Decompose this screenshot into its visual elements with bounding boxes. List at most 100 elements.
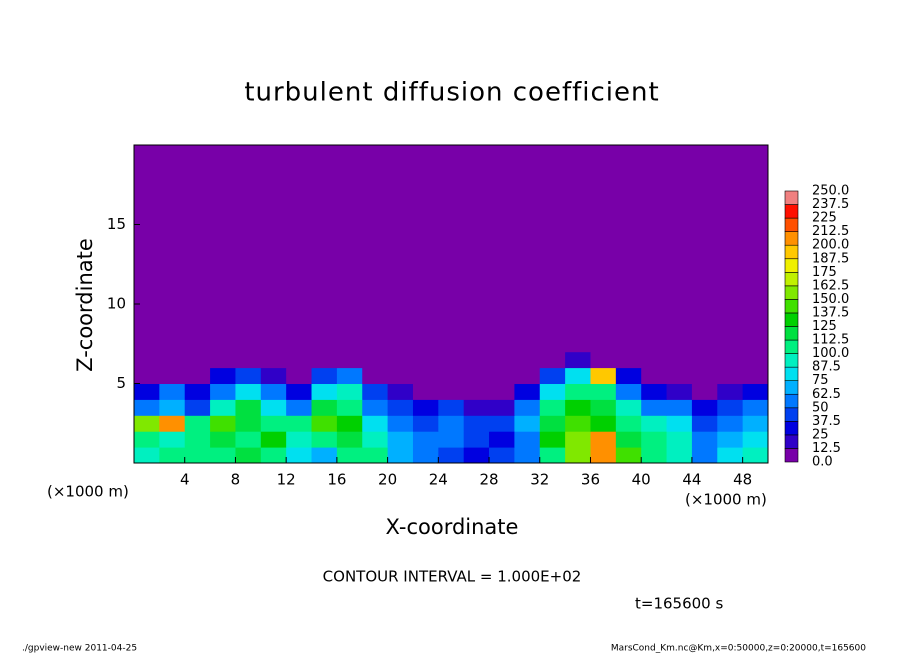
cell (539, 145, 566, 353)
colorbar-box (784, 190, 799, 205)
cell (336, 145, 363, 353)
cell (514, 447, 541, 464)
cell (412, 145, 439, 353)
cell (717, 367, 744, 384)
cell (742, 145, 769, 353)
colorbar-box (784, 339, 799, 354)
cell (641, 415, 668, 432)
cell (463, 383, 490, 400)
cell (336, 383, 363, 400)
cell (463, 447, 490, 464)
cell (641, 447, 668, 464)
x-tick-label: 32 (530, 471, 549, 489)
footer-left: ./gpview-new 2011-04-25 (22, 644, 137, 654)
colorbar-label: 162.5 (812, 278, 849, 293)
cell (666, 399, 693, 416)
cell (336, 351, 363, 369)
cell (210, 351, 236, 369)
cell (184, 367, 211, 384)
cell (235, 383, 262, 400)
y-tick-label: 5 (116, 374, 126, 392)
cell (362, 367, 389, 384)
cell (514, 399, 541, 416)
cell (691, 399, 718, 416)
cell (159, 145, 186, 353)
cell (691, 431, 718, 448)
cell (362, 383, 389, 400)
cell (691, 351, 718, 369)
cell (362, 447, 389, 464)
cell (489, 399, 515, 416)
cell (742, 399, 769, 416)
cell (210, 145, 236, 353)
colorbar-box (784, 366, 799, 381)
cell (514, 431, 541, 448)
cell (260, 383, 287, 400)
cell (666, 367, 693, 384)
cell (641, 383, 668, 400)
cell (134, 431, 160, 448)
contour-interval: CONTOUR INTERVAL = 1.000E+02 (323, 568, 582, 586)
cell (539, 383, 566, 400)
colorbar-label: 237.5 (812, 197, 849, 212)
colorbar-box (784, 299, 799, 314)
cell (590, 367, 617, 384)
cell (666, 415, 693, 432)
x-tick-label: 48 (733, 471, 752, 489)
cell (489, 447, 515, 464)
x-tick-label: 4 (180, 471, 190, 489)
cell (742, 367, 769, 384)
x-tick-label: 8 (231, 471, 241, 489)
cell (210, 399, 236, 416)
colorbar-label: 112.5 (812, 333, 849, 348)
cell (286, 367, 313, 384)
cell (666, 351, 693, 369)
cell (311, 415, 338, 432)
cell (210, 431, 236, 448)
x-tick-label: 24 (429, 471, 448, 489)
cell (742, 351, 769, 369)
cell (666, 431, 693, 448)
cell (336, 447, 363, 464)
cell (590, 431, 617, 448)
cell (539, 447, 566, 464)
cell (590, 399, 617, 416)
cell (590, 145, 617, 353)
cell (463, 431, 490, 448)
cell (235, 431, 262, 448)
cell (641, 367, 668, 384)
cell (438, 145, 465, 353)
cell (717, 351, 744, 369)
colorbar-label: 100.0 (812, 346, 849, 361)
cell (184, 399, 211, 416)
cell (336, 399, 363, 416)
cell (514, 415, 541, 432)
cell (336, 367, 363, 384)
cell (260, 351, 287, 369)
colorbar-box (784, 448, 799, 463)
cell (489, 367, 515, 384)
cell (134, 447, 160, 464)
colorbar-box (784, 271, 799, 287)
cell (742, 431, 769, 448)
cell (134, 399, 160, 416)
x-tick-label: 28 (479, 471, 498, 489)
colorbar-label: 225 (812, 211, 837, 226)
cell (742, 447, 769, 464)
cell (184, 431, 211, 448)
cell (159, 431, 186, 448)
cell (235, 145, 262, 353)
cell (286, 399, 313, 416)
colorbar-label: 150.0 (812, 292, 849, 307)
cell (691, 447, 718, 464)
x-tick-label: 36 (581, 471, 600, 489)
cell (691, 367, 718, 384)
cell (210, 447, 236, 464)
cell (387, 351, 414, 369)
cell (666, 145, 693, 353)
cell (412, 367, 439, 384)
cell (463, 351, 490, 369)
cell (691, 145, 718, 353)
colorbar-label: 187.5 (812, 251, 849, 266)
cell (286, 431, 313, 448)
